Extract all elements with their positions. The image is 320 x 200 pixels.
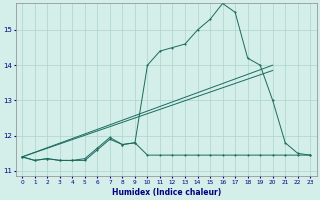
X-axis label: Humidex (Indice chaleur): Humidex (Indice chaleur) [112,188,221,197]
